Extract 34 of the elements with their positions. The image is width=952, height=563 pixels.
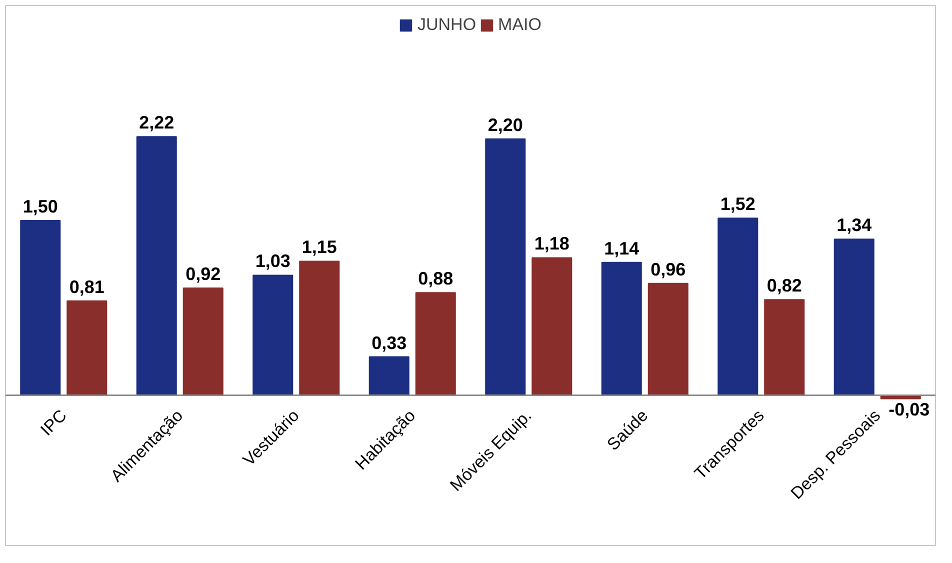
bar xyxy=(182,288,224,396)
legend-label: JUNHO xyxy=(417,15,476,35)
bar xyxy=(718,218,758,396)
bar xyxy=(764,299,805,396)
data-label: 0,92 xyxy=(186,264,221,284)
bar xyxy=(648,282,688,396)
data-label: -0,03 xyxy=(888,400,930,420)
bar xyxy=(368,356,410,396)
bar xyxy=(20,220,61,396)
data-label: 0,81 xyxy=(69,276,104,297)
bar xyxy=(532,257,572,396)
data-label: 0,33 xyxy=(372,332,407,353)
data-label: 0,88 xyxy=(418,268,454,289)
data-label: 1,18 xyxy=(534,234,570,254)
legend-label: MAIO xyxy=(498,15,542,35)
data-label: 1,15 xyxy=(302,237,337,258)
bar xyxy=(299,260,340,396)
data-label: 0,82 xyxy=(766,276,802,296)
bar xyxy=(136,136,177,396)
data-label: 1,14 xyxy=(604,238,640,258)
bar xyxy=(415,292,456,396)
bar xyxy=(834,238,874,396)
data-label: 0,96 xyxy=(650,259,686,280)
x-tick-label: IPC xyxy=(36,406,70,440)
data-label: 2,22 xyxy=(139,112,174,133)
bar xyxy=(252,274,294,396)
data-label: 2,20 xyxy=(488,114,523,135)
data-label: 1,34 xyxy=(836,215,872,236)
data-label: 1,52 xyxy=(720,194,756,214)
bar xyxy=(601,262,642,396)
data-label: 1,50 xyxy=(22,196,58,216)
bar xyxy=(485,138,526,396)
bar xyxy=(66,300,108,396)
data-label: 1,03 xyxy=(255,251,290,272)
